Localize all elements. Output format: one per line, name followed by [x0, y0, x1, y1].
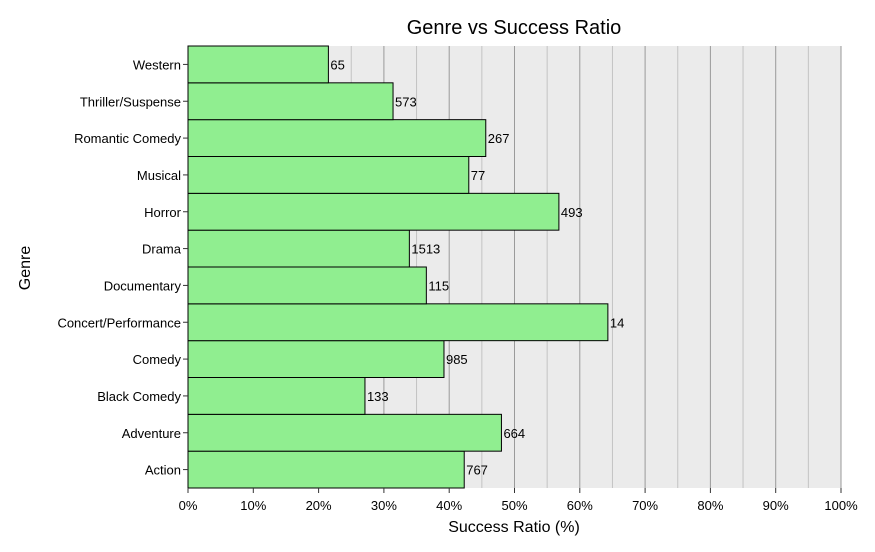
bar — [187, 303, 609, 342]
y-axis-title: Genre — [17, 246, 34, 291]
x-axis-tick-label: 50% — [501, 498, 527, 513]
x-axis-tick-label: 70% — [632, 498, 658, 513]
bar-data-label: 767 — [466, 463, 488, 478]
bar — [187, 119, 487, 157]
y-axis-tick-label: Comedy — [133, 352, 182, 367]
x-axis-tick-label: 30% — [371, 498, 397, 513]
bar-data-label: 14 — [610, 315, 624, 330]
x-axis-tick-label: 40% — [436, 498, 462, 513]
bar — [187, 156, 470, 194]
x-axis-tick-label: 90% — [763, 498, 789, 513]
x-axis-tick-label: 20% — [306, 498, 332, 513]
bar — [187, 377, 366, 415]
x-axis-tick-label: 0% — [179, 498, 198, 513]
y-axis-tick-label: Concert/Performance — [57, 315, 181, 330]
bar — [187, 82, 394, 121]
bar-data-label: 115 — [428, 278, 449, 293]
bar-data-label: 267 — [488, 131, 510, 146]
y-axis-tick-label: Black Comedy — [97, 389, 181, 404]
y-axis-tick-label: Action — [145, 463, 181, 478]
y-axis-tick-label: Romantic Comedy — [74, 131, 181, 146]
y-axis-tick-label: Western — [133, 57, 181, 72]
bar — [187, 45, 329, 84]
plot-area: 767 664 133 985 14 115 1513 493 77 267 573 65 — [187, 45, 842, 489]
bar-data-label: 985 — [446, 352, 468, 367]
bar-data-label: 493 — [561, 205, 583, 220]
x-axis-tick-label: 80% — [697, 498, 723, 513]
bar-data-label: 664 — [503, 426, 525, 441]
y-axis-tick-label: Horror — [144, 205, 182, 220]
y-axis-tick-label: Drama — [142, 242, 182, 257]
bar-data-label: 573 — [395, 94, 417, 109]
chart-title: Genre vs Success Ratio — [407, 17, 622, 39]
bar-data-label: 77 — [471, 168, 485, 183]
x-axis-tick-label: 60% — [567, 498, 593, 513]
bar — [187, 413, 502, 452]
bar-data-label: 1513 — [411, 242, 440, 257]
y-axis-tick-labels: Action Adventure Black Comedy Comedy Concert… — [57, 57, 188, 478]
bar — [187, 340, 445, 378]
y-axis-tick-label: Documentary — [104, 278, 182, 293]
bar — [187, 450, 465, 489]
x-axis-tick-label: 10% — [240, 498, 266, 513]
bar — [187, 266, 427, 305]
y-axis-tick-label: Musical — [137, 168, 181, 183]
x-axis-tick-label: 100% — [824, 498, 858, 513]
y-axis-tick-label: Adventure — [122, 426, 181, 441]
bar-data-label: 133 — [367, 389, 389, 404]
bar — [187, 229, 410, 268]
bar — [187, 192, 560, 231]
y-axis-tick-label: Thriller/Suspense — [80, 94, 181, 109]
bar-data-label: 65 — [330, 57, 344, 72]
x-axis-title: Success Ratio (%) — [448, 519, 580, 536]
x-axis-tick-labels: 0% 10% 20% 30% 40% 50% 60% 70% 80% 90% 100% — [179, 488, 858, 513]
